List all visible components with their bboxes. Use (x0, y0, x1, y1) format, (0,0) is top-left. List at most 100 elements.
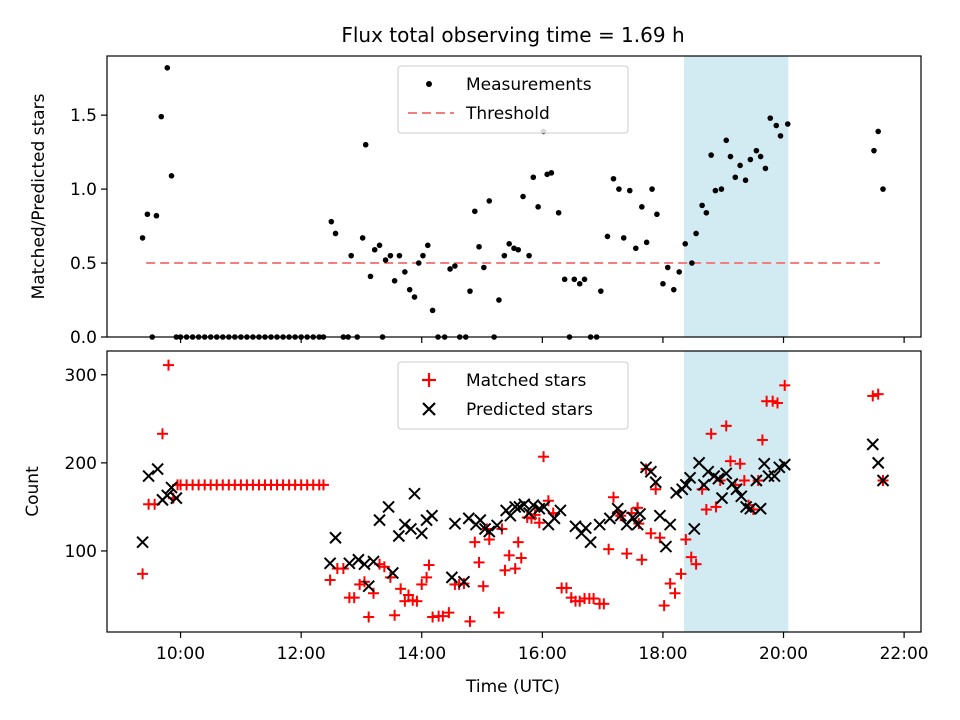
bottom-y-axis-label: Count (23, 466, 43, 517)
matched-star-point (437, 610, 449, 622)
predicted-star-point (398, 518, 412, 531)
top-y-tick-label: 1.5 (70, 106, 97, 126)
predicted-star-point (720, 467, 733, 480)
matched-star-point (324, 574, 336, 586)
measurement-point (880, 186, 886, 192)
legend-measurements-marker (426, 81, 432, 87)
predicted-star-point (161, 489, 174, 502)
matched-star-point (636, 554, 648, 566)
predicted-star-point (367, 555, 380, 568)
predicted-star-point (653, 509, 667, 522)
matched-star-point (499, 564, 511, 576)
measurement-point (511, 245, 517, 252)
matched-star-point (512, 536, 524, 548)
matched-star-point (509, 563, 521, 575)
measurement-point (742, 177, 749, 184)
measurement-point (576, 280, 583, 287)
matched-star-point (607, 491, 619, 503)
matched-star-point (317, 479, 329, 491)
measurement-point (515, 246, 522, 253)
predicted-star-point (701, 465, 715, 478)
predicted-star-point (866, 438, 879, 451)
predicted-star-point (490, 519, 504, 532)
matched-star-point (363, 611, 375, 623)
measurement-point (359, 235, 366, 241)
legend-matched-marker (422, 373, 436, 387)
measurement-point (757, 153, 764, 160)
measurement-point (406, 286, 413, 293)
measurement-point (708, 152, 714, 158)
predicted-star-point (508, 500, 522, 514)
measurement-point (158, 113, 165, 120)
matched-star-point (384, 571, 396, 583)
measurement-point (703, 209, 710, 216)
matched-star-point (337, 563, 349, 575)
top-y-axis-label: Matched/Predicted stars (29, 93, 49, 299)
measurement-point (732, 174, 739, 181)
predicted-star-point (758, 457, 771, 470)
measurement-point (467, 288, 473, 294)
predicted-star-point (688, 522, 701, 536)
measurement-point (753, 147, 760, 154)
predicted-star-point (386, 566, 400, 580)
bottom-y-axis: 100 200 300 (65, 366, 107, 562)
measurement-point (367, 273, 374, 280)
predicted-star-point (343, 557, 356, 570)
predicted-star-point (669, 486, 683, 500)
bottom-axes-frame (106, 350, 922, 633)
measurement-point (871, 147, 877, 154)
measurement-point (654, 211, 660, 218)
matched-star-point (574, 595, 586, 607)
measurement-point (391, 278, 398, 284)
matched-star-point (423, 559, 435, 571)
matched-star-point (752, 474, 764, 486)
top-y-axis: 0.0 0.5 1.0 1.5 (70, 106, 107, 348)
matched-star-point (354, 578, 366, 590)
predicted-star-point (744, 502, 757, 515)
predicted-star-point (631, 518, 644, 531)
predicted-star-point (165, 481, 178, 494)
top-panel: 0.0 0.5 1.0 1.5 Matched/Predicted stars Mea… (29, 55, 922, 348)
measurement-point (411, 294, 418, 300)
measurement-point (784, 121, 791, 127)
x-axis-label: Time (UTC) (465, 677, 560, 697)
measurement-point (727, 153, 734, 160)
matched-star-point (734, 458, 746, 470)
measurement-point (773, 122, 780, 129)
measurement-point (506, 241, 512, 247)
matched-star-point (416, 578, 428, 590)
predicted-star-point (750, 474, 763, 487)
matched-star-point (650, 483, 662, 495)
predicted-star-point (170, 491, 183, 505)
measurement-point (689, 260, 695, 266)
measurement-point (699, 202, 705, 209)
measurement-point (676, 269, 683, 275)
measurement-point (476, 243, 482, 250)
matched-star-point (664, 578, 676, 590)
matched-star-point (588, 593, 600, 605)
matched-star-point (503, 549, 515, 561)
predicted-star-point (778, 458, 791, 471)
matched-star-point (603, 543, 615, 555)
predicted-star-point (392, 529, 406, 543)
predicted-star-point (329, 531, 342, 544)
measurement-point (670, 286, 677, 293)
measurement-point (501, 252, 508, 259)
predicted-star-point (683, 471, 697, 485)
predicted-star-point (548, 512, 561, 525)
matched-star-point (771, 397, 783, 409)
predicted-star-point (362, 579, 375, 593)
measurement-point (139, 235, 146, 241)
predicted-star-point (626, 511, 639, 524)
measurement-point (747, 156, 754, 163)
predicted-star-point (735, 490, 748, 503)
measurement-point (626, 187, 633, 194)
matched-star-point (720, 420, 732, 432)
measurement-point (555, 209, 562, 216)
chart-title: Flux total observing time = 1.69 h (341, 23, 684, 47)
x-tick-label: 12:00 (277, 644, 326, 664)
matched-star-point (710, 501, 722, 513)
measurement-point (164, 65, 171, 71)
measurement-point (328, 218, 335, 225)
top-y-tick-label: 0.5 (70, 254, 97, 274)
